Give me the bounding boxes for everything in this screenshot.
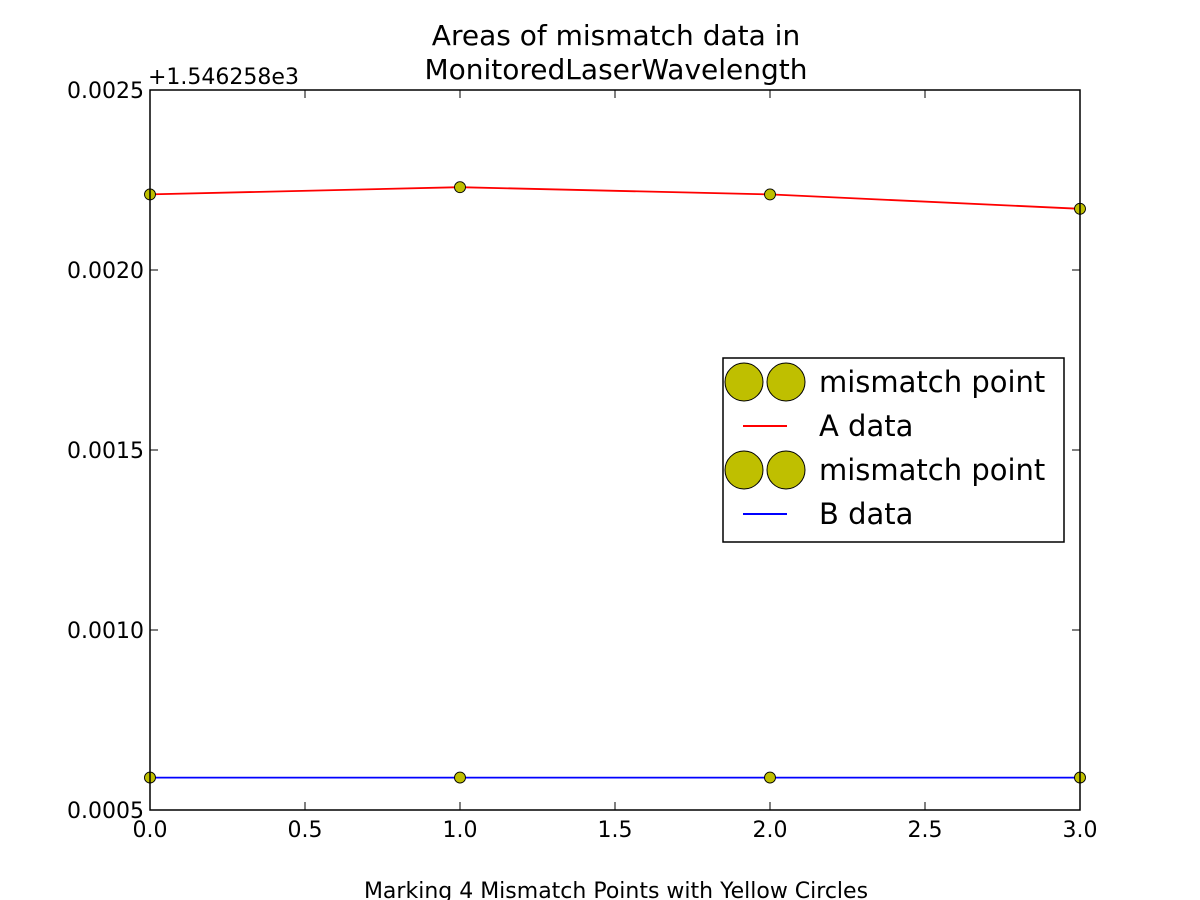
- mismatch-point-marker: [764, 188, 776, 201]
- mismatch-point-marker: [454, 181, 466, 194]
- chart-title-line-1: Areas of mismatch data in: [432, 19, 800, 52]
- legend-marker: [766, 450, 806, 490]
- legend-marker: [724, 450, 764, 490]
- legend-item: mismatch point: [724, 362, 1045, 402]
- y-tick-label: 0.0015: [67, 439, 144, 464]
- x-axis-label: Marking 4 Mismatch Points with Yellow Ci…: [364, 879, 868, 900]
- y-axis-ticks: 0.0005 0.0010 0.0015 0.0020 0.0025: [67, 79, 1080, 824]
- y-offset-label: +1.546258e3: [148, 65, 299, 90]
- legend-item: A data: [743, 409, 913, 443]
- y-tick-label: 0.0025: [67, 79, 144, 104]
- legend-label: mismatch point: [819, 453, 1045, 487]
- legend: mismatch point A data mismatch point B data: [722, 357, 1065, 543]
- mismatch-point-marker: [454, 771, 466, 784]
- x-tick-label: 0.0: [133, 818, 168, 843]
- y-tick-label: 0.0020: [67, 259, 144, 284]
- x-axis-ticks: 0.0 0.5 1.0 1.5 2.0 2.5 3.0: [133, 90, 1098, 843]
- x-tick-label: 1.5: [598, 818, 633, 843]
- x-tick-label: 2.5: [908, 818, 943, 843]
- mismatch-point-marker: [764, 771, 776, 784]
- x-tick-label: 3.0: [1063, 818, 1098, 843]
- series-line-0: [149, 186, 1081, 210]
- y-tick-label: 0.0010: [67, 619, 144, 644]
- chart-title-line-2: MonitoredLaserWavelength: [424, 53, 807, 86]
- x-tick-label: 0.5: [288, 818, 323, 843]
- plot-lines: [149, 186, 1081, 779]
- legend-label: A data: [819, 409, 913, 443]
- x-tick-label: 1.0: [443, 818, 478, 843]
- legend-item: B data: [743, 497, 913, 531]
- legend-item: mismatch point: [724, 450, 1045, 490]
- x-tick-label: 2.0: [753, 818, 788, 843]
- y-tick-label: 0.0005: [67, 799, 144, 824]
- legend-label: mismatch point: [819, 365, 1045, 399]
- chart-title: Areas of mismatch data in MonitoredLaser…: [424, 19, 807, 86]
- legend-marker: [766, 362, 806, 402]
- legend-marker: [724, 362, 764, 402]
- legend-label: B data: [819, 497, 913, 531]
